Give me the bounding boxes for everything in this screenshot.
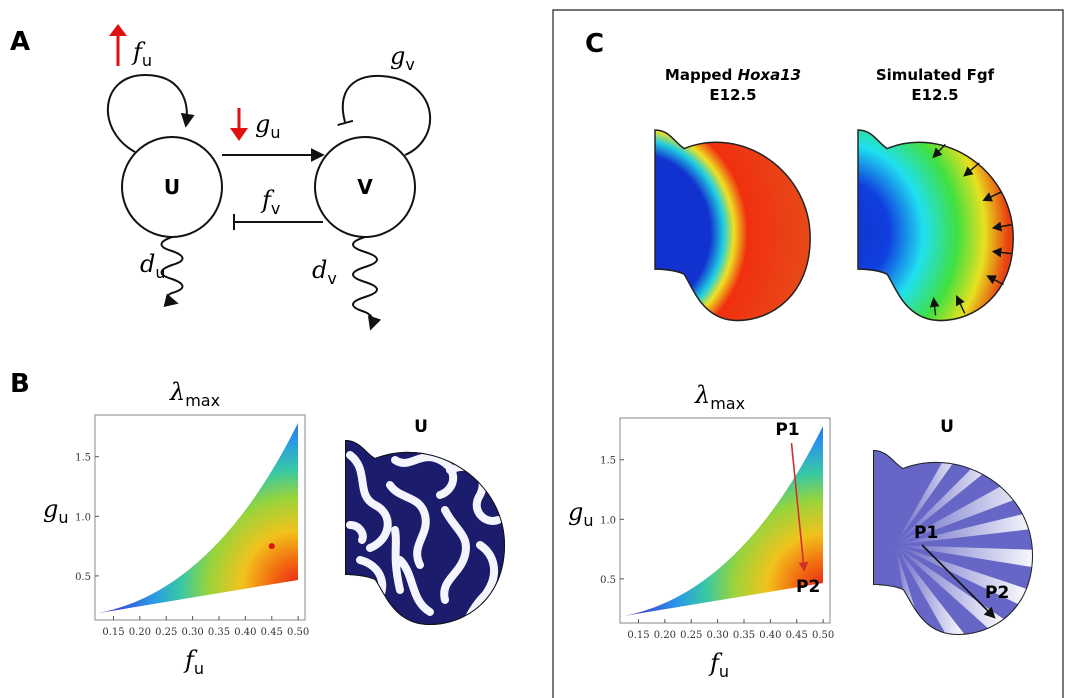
x-tick-label: 0.50: [812, 630, 834, 641]
x-axis-label: fu: [183, 646, 204, 678]
x-tick-label: 0.35: [733, 630, 755, 641]
point-label: P1: [775, 420, 799, 440]
x-tick-label: 0.30: [181, 627, 203, 638]
up-arrow-head: [109, 24, 127, 36]
self-loop-v: [343, 76, 430, 155]
x-axis-label: fu: [708, 649, 729, 681]
subscript: u: [58, 508, 68, 527]
pattern-label: U: [414, 417, 428, 437]
x-tick-label: 0.15: [102, 627, 124, 638]
subscript: u: [194, 659, 204, 678]
x-tick-label: 0.30: [706, 630, 728, 641]
node-u: U: [164, 175, 180, 199]
fgf-heatmap: [858, 130, 1013, 321]
y-tick-label: 1.5: [75, 453, 91, 464]
x-tick-label: 0.15: [627, 630, 649, 641]
param-label: du: [140, 250, 166, 282]
panel-a: A U V: [10, 24, 430, 328]
subscript: u: [270, 123, 280, 142]
panel-label: A: [10, 27, 30, 57]
symbol: d: [140, 250, 155, 278]
point-label: P2: [796, 577, 820, 597]
subscript: max: [710, 394, 745, 413]
param-label: fv: [260, 186, 280, 218]
param-label: gv: [390, 42, 415, 74]
plot-title: λmax: [694, 381, 745, 413]
y-axis-label: gu: [568, 498, 594, 530]
param-label: gu: [255, 110, 281, 142]
y-tick-label: 1.5: [600, 456, 616, 467]
pattern-label: U: [940, 417, 954, 437]
y-tick-label: 1.0: [600, 515, 616, 526]
heatmap-stage: E12.5: [911, 86, 958, 104]
figure: A U V B U C Mapped Hoxa13 E12.5 Simulate…: [0, 0, 1065, 698]
feasible-region: [99, 423, 298, 613]
x-tick-label: 0.25: [680, 630, 702, 641]
turing-pattern: [340, 435, 510, 630]
symbol: g: [568, 498, 583, 526]
x-tick-label: 0.20: [654, 630, 676, 641]
heatmap-title: Mapped Hoxa13: [665, 66, 801, 84]
x-tick-label: 0.20: [129, 627, 151, 638]
self-loop-u: [108, 75, 187, 152]
subscript: v: [405, 55, 414, 74]
symbol: λ: [169, 378, 185, 406]
y-tick-label: 0.5: [75, 572, 91, 583]
panel-label: C: [585, 29, 604, 59]
y-tick-label: 1.0: [75, 512, 91, 523]
x-tick-label: 0.35: [208, 627, 230, 638]
x-tick-label: 0.45: [786, 630, 808, 641]
subscript: u: [155, 263, 165, 282]
subscript: u: [142, 51, 152, 70]
param-label: dv: [312, 256, 337, 288]
decay-v: [353, 237, 377, 328]
title-part: Mapped: [665, 66, 738, 84]
subscript: v: [327, 269, 336, 288]
y-tick-label: 0.5: [600, 575, 616, 586]
x-tick-label: 0.40: [759, 630, 781, 641]
plot-title: λmax: [169, 378, 220, 410]
symbol: g: [255, 110, 270, 138]
radial-pattern: [868, 440, 1040, 640]
pattern-point-label: P1: [914, 523, 938, 543]
point: [269, 543, 275, 549]
symbol: g: [390, 42, 405, 70]
pattern-point-label: P2: [985, 583, 1009, 603]
subscript: u: [583, 511, 593, 530]
x-tick-label: 0.25: [155, 627, 177, 638]
param-label: fu: [131, 38, 152, 70]
down-arrow-head: [230, 128, 248, 141]
y-axis-label: gu: [43, 495, 69, 527]
x-tick-label: 0.45: [261, 627, 283, 638]
symbol: d: [312, 256, 327, 284]
heatmap-stage: E12.5: [709, 86, 756, 104]
x-tick-label: 0.50: [287, 627, 309, 638]
hoxa13-heatmap: [655, 130, 810, 321]
x-tick-label: 0.40: [234, 627, 256, 638]
heatmap-title: Simulated Fgf: [876, 66, 995, 84]
symbol: λ: [694, 381, 710, 409]
node-v: V: [357, 175, 373, 199]
subscript: v: [271, 199, 280, 218]
subscript: max: [185, 391, 220, 410]
symbol: g: [43, 495, 58, 523]
title-part: Hoxa13: [738, 66, 802, 84]
subscript: u: [719, 662, 729, 681]
panel-label: B: [10, 369, 30, 399]
